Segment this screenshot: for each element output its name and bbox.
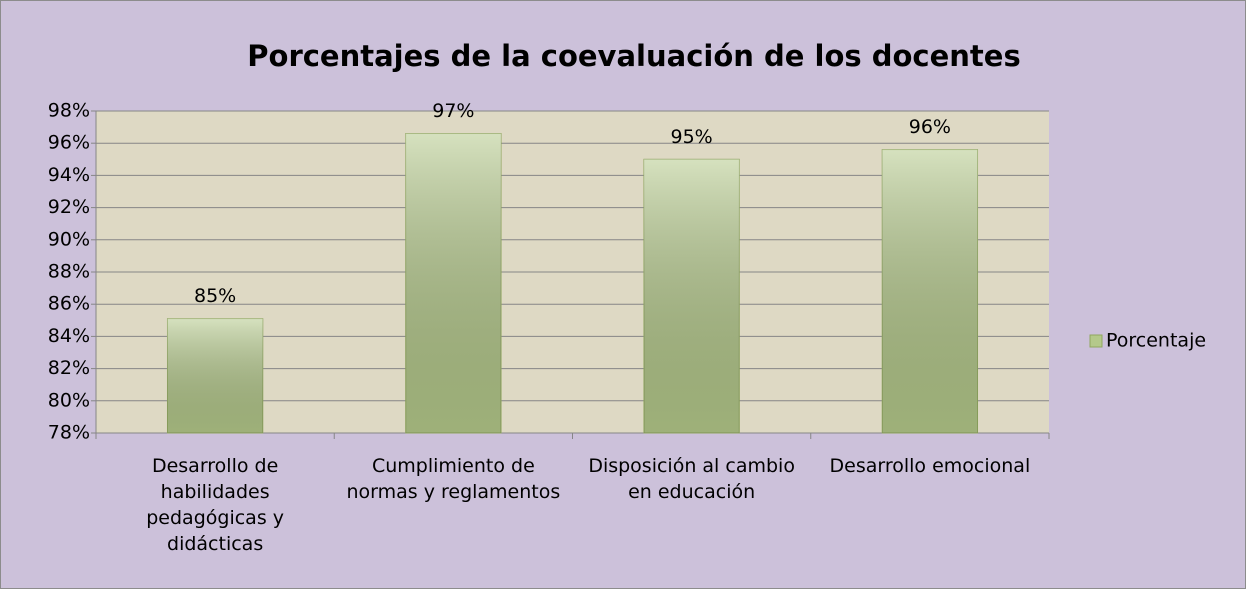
y-tick-label: 92% — [48, 196, 90, 218]
data-label: 96% — [909, 116, 951, 138]
y-tick-label: 78% — [48, 422, 90, 444]
y-tick-label: 94% — [48, 164, 90, 186]
bar-shine — [405, 133, 502, 434]
data-label: 97% — [432, 100, 474, 122]
y-tick-label: 84% — [48, 325, 90, 347]
y-tick-label: 96% — [48, 132, 90, 154]
y-tick-label: 86% — [48, 293, 90, 315]
data-label: 85% — [194, 285, 236, 307]
bar-shine — [643, 159, 740, 434]
x-tick-label: Disposición al cambio en educación — [588, 455, 795, 503]
y-tick-label: 88% — [48, 261, 90, 283]
chart-title: Porcentajes de la coevaluación de los do… — [247, 39, 1020, 73]
legend-swatch — [1089, 334, 1103, 348]
bar-shine — [167, 318, 263, 433]
x-tick-label: Desarrollo emocional — [829, 455, 1031, 477]
data-label: 95% — [671, 126, 713, 148]
legend-label: Porcentaje — [1106, 330, 1206, 352]
y-tick-label: 90% — [48, 228, 90, 250]
y-tick-label: 82% — [48, 357, 90, 379]
y-tick-label: 80% — [48, 389, 90, 411]
bar-shine — [882, 149, 978, 433]
y-tick-label: 98% — [48, 100, 90, 122]
x-tick-label: Cumplimiento de normas y reglamentos — [346, 455, 561, 503]
x-tick-label: Desarrollo de habilidades pedagógicas y … — [146, 455, 284, 555]
